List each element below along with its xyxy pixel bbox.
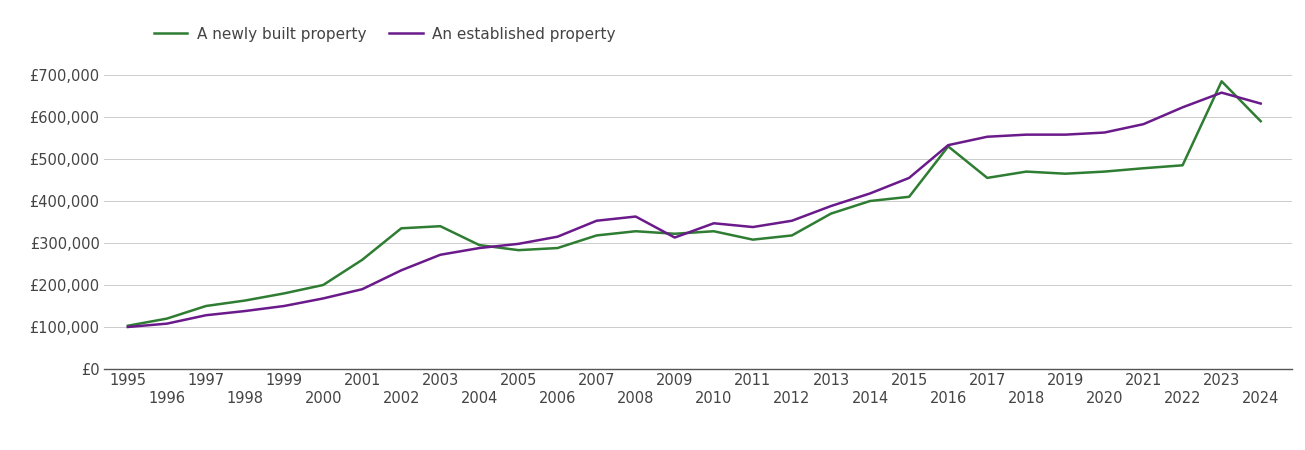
A newly built property xyxy=(1057,171,1073,176)
An established property xyxy=(549,234,565,239)
A newly built property xyxy=(238,298,253,303)
An established property xyxy=(823,203,839,209)
An established property xyxy=(1096,130,1112,135)
A newly built property xyxy=(277,291,292,296)
A newly built property xyxy=(1214,79,1229,84)
An established property xyxy=(589,218,604,224)
An established property xyxy=(1018,132,1034,137)
A newly built property xyxy=(589,233,604,238)
An established property xyxy=(1135,122,1151,127)
A newly built property xyxy=(706,229,722,234)
An established property xyxy=(238,308,253,314)
An established property xyxy=(159,321,175,326)
A newly built property xyxy=(745,237,761,243)
A newly built property xyxy=(1174,162,1190,168)
Legend: A newly built property, An established property: A newly built property, An established p… xyxy=(147,21,621,48)
A newly built property xyxy=(1253,118,1268,124)
A newly built property xyxy=(432,224,448,229)
Line: An established property: An established property xyxy=(128,93,1261,327)
An established property xyxy=(471,245,487,251)
An established property xyxy=(1174,105,1190,110)
A newly built property xyxy=(628,229,643,234)
A newly built property xyxy=(980,175,996,180)
A newly built property xyxy=(510,248,526,253)
An established property xyxy=(1253,101,1268,106)
An established property xyxy=(745,225,761,230)
An established property xyxy=(941,143,957,148)
A newly built property xyxy=(471,243,487,248)
A newly built property xyxy=(784,233,800,238)
A newly built property xyxy=(549,245,565,251)
An established property xyxy=(393,268,408,273)
An established property xyxy=(316,296,331,301)
A newly built property xyxy=(159,316,175,321)
A newly built property xyxy=(120,323,136,328)
A newly built property xyxy=(902,194,917,199)
An established property xyxy=(863,191,878,196)
An established property xyxy=(902,175,917,180)
An established property xyxy=(784,218,800,224)
A newly built property xyxy=(1135,166,1151,171)
An established property xyxy=(628,214,643,219)
An established property xyxy=(706,220,722,226)
An established property xyxy=(1057,132,1073,137)
A newly built property xyxy=(393,225,408,231)
An established property xyxy=(667,235,683,240)
A newly built property xyxy=(355,257,371,262)
A newly built property xyxy=(667,231,683,236)
A newly built property xyxy=(316,282,331,288)
An established property xyxy=(355,287,371,292)
An established property xyxy=(510,241,526,247)
An established property xyxy=(432,252,448,257)
Line: A newly built property: A newly built property xyxy=(128,81,1261,326)
A newly built property xyxy=(863,198,878,204)
A newly built property xyxy=(198,303,214,309)
An established property xyxy=(1214,90,1229,95)
An established property xyxy=(980,134,996,140)
An established property xyxy=(277,303,292,309)
A newly built property xyxy=(823,211,839,216)
A newly built property xyxy=(1096,169,1112,174)
An established property xyxy=(198,313,214,318)
An established property xyxy=(120,324,136,330)
A newly built property xyxy=(941,144,957,149)
A newly built property xyxy=(1018,169,1034,174)
